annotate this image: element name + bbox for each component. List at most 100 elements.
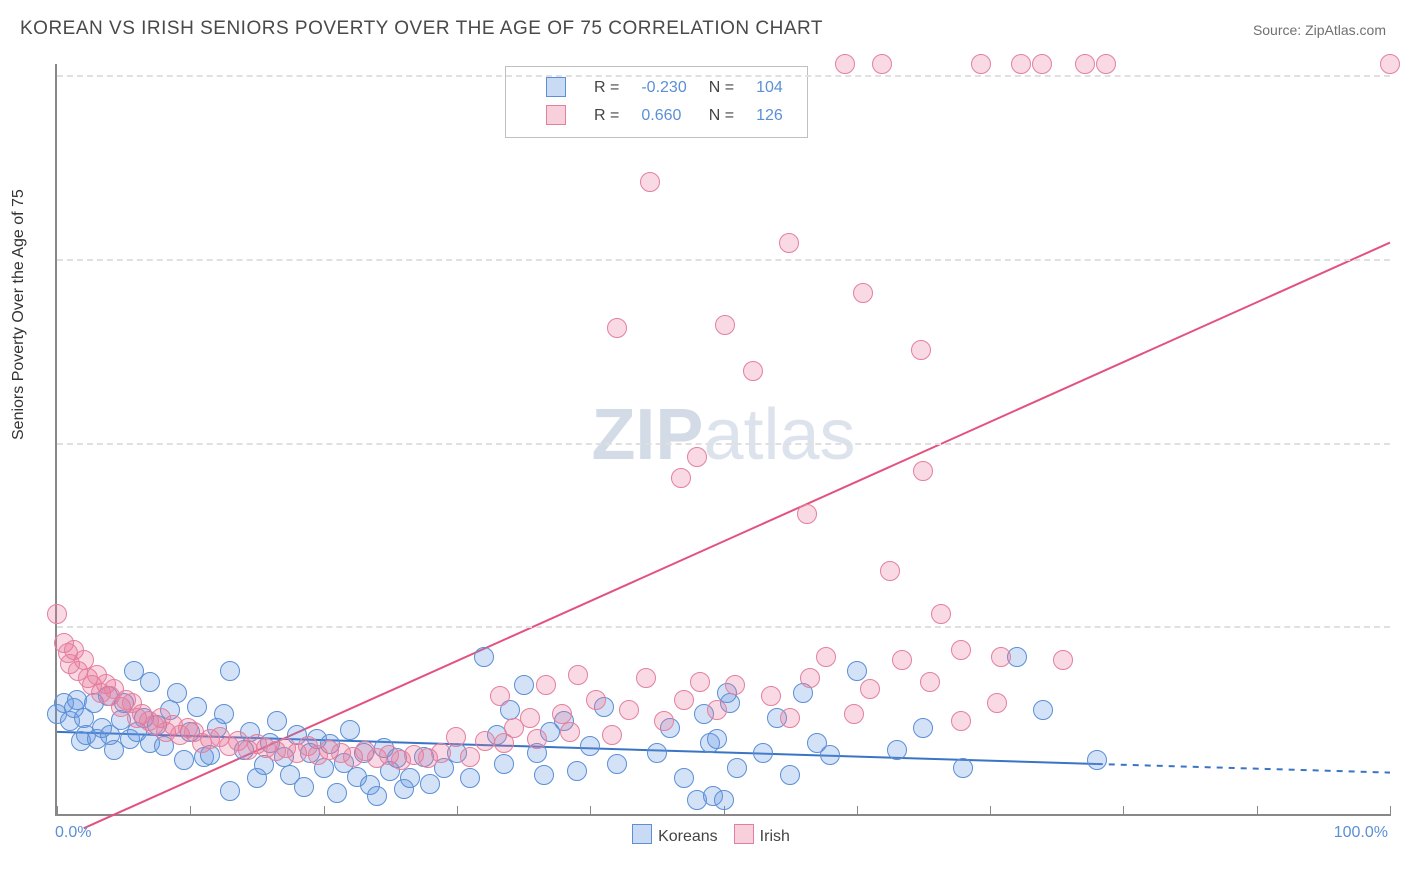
data-point-irish bbox=[860, 679, 880, 699]
data-point-koreans bbox=[214, 704, 234, 724]
data-point-irish bbox=[568, 665, 588, 685]
data-point-koreans bbox=[534, 765, 554, 785]
y-tick-label: 100.0% bbox=[1400, 66, 1406, 84]
bottom-legend: KoreansIrish bbox=[0, 824, 1406, 846]
stats-legend-box: R = -0.230 N = 104 R = 0.660 N = 126 bbox=[505, 66, 808, 138]
data-point-irish bbox=[619, 700, 639, 720]
data-point-irish bbox=[460, 747, 480, 767]
data-point-koreans bbox=[753, 743, 773, 763]
x-tick bbox=[1123, 806, 1124, 816]
data-point-irish bbox=[1032, 54, 1052, 74]
data-point-irish bbox=[1053, 650, 1073, 670]
x-tick bbox=[857, 806, 858, 816]
data-point-irish bbox=[1075, 54, 1095, 74]
data-point-irish bbox=[687, 447, 707, 467]
data-point-koreans bbox=[220, 781, 240, 801]
y-tick-label: 25.0% bbox=[1400, 617, 1406, 635]
data-point-koreans bbox=[847, 661, 867, 681]
data-point-irish bbox=[920, 672, 940, 692]
data-point-koreans bbox=[327, 783, 347, 803]
legend-swatch bbox=[734, 824, 754, 844]
data-point-koreans bbox=[953, 758, 973, 778]
gridline bbox=[57, 443, 1390, 445]
data-point-irish bbox=[47, 604, 67, 624]
data-point-koreans bbox=[167, 683, 187, 703]
data-point-irish bbox=[520, 708, 540, 728]
data-point-koreans bbox=[140, 672, 160, 692]
gridline bbox=[57, 75, 1390, 77]
stats-r-label: R = bbox=[584, 103, 629, 129]
data-point-koreans bbox=[514, 675, 534, 695]
gridline bbox=[57, 626, 1390, 628]
x-tick bbox=[457, 806, 458, 816]
data-point-irish bbox=[527, 729, 547, 749]
data-point-koreans bbox=[494, 754, 514, 774]
data-point-koreans bbox=[294, 777, 314, 797]
data-point-irish bbox=[1096, 54, 1116, 74]
data-point-koreans bbox=[580, 736, 600, 756]
y-axis-label: Seniors Poverty Over the Age of 75 bbox=[10, 189, 28, 440]
data-point-koreans bbox=[1087, 750, 1107, 770]
data-point-koreans bbox=[887, 740, 907, 760]
swatch-irish bbox=[546, 105, 566, 125]
y-tick-label: 75.0% bbox=[1400, 250, 1406, 268]
data-point-irish bbox=[586, 690, 606, 710]
data-point-koreans bbox=[647, 743, 667, 763]
data-point-irish bbox=[853, 283, 873, 303]
data-point-koreans bbox=[727, 758, 747, 778]
data-point-irish bbox=[844, 704, 864, 724]
legend-label: Koreans bbox=[658, 828, 718, 845]
stats-row-irish: R = 0.660 N = 126 bbox=[520, 103, 793, 129]
data-point-koreans bbox=[420, 774, 440, 794]
stats-r-label: R = bbox=[584, 75, 629, 101]
gridline bbox=[57, 259, 1390, 261]
data-point-irish bbox=[913, 461, 933, 481]
stats-r-irish: 0.660 bbox=[631, 103, 696, 129]
data-point-irish bbox=[602, 725, 622, 745]
data-point-irish bbox=[1011, 54, 1031, 74]
data-point-koreans bbox=[567, 761, 587, 781]
legend-swatch bbox=[632, 824, 652, 844]
data-point-irish bbox=[880, 561, 900, 581]
data-point-irish bbox=[1380, 54, 1400, 74]
y-tick-label: 50.0% bbox=[1400, 434, 1406, 452]
data-point-koreans bbox=[340, 720, 360, 740]
data-point-irish bbox=[835, 54, 855, 74]
data-point-koreans bbox=[400, 768, 420, 788]
stats-row-koreans: R = -0.230 N = 104 bbox=[520, 75, 793, 101]
data-point-irish bbox=[892, 650, 912, 670]
data-point-koreans bbox=[913, 718, 933, 738]
data-point-irish bbox=[743, 361, 763, 381]
data-point-irish bbox=[654, 711, 674, 731]
chart-title: KOREAN VS IRISH SENIORS POVERTY OVER THE… bbox=[20, 18, 823, 40]
data-point-irish bbox=[987, 693, 1007, 713]
x-tick bbox=[990, 806, 991, 816]
data-point-irish bbox=[761, 686, 781, 706]
regression-line-dash-koreans bbox=[1097, 764, 1390, 773]
data-point-irish bbox=[725, 675, 745, 695]
data-point-irish bbox=[560, 722, 580, 742]
data-point-irish bbox=[951, 711, 971, 731]
data-point-irish bbox=[911, 340, 931, 360]
data-point-irish bbox=[674, 690, 694, 710]
data-point-irish bbox=[797, 504, 817, 524]
data-point-irish bbox=[779, 233, 799, 253]
scatter-plot-area: ZIPatlas R = -0.230 N = 104 R = 0.660 N … bbox=[55, 64, 1390, 816]
x-tick bbox=[190, 806, 191, 816]
x-tick bbox=[57, 806, 58, 816]
data-point-irish bbox=[780, 708, 800, 728]
stats-n-koreans: 104 bbox=[746, 75, 793, 101]
data-point-koreans bbox=[780, 765, 800, 785]
data-point-koreans bbox=[1033, 700, 1053, 720]
data-point-irish bbox=[991, 647, 1011, 667]
data-point-irish bbox=[816, 647, 836, 667]
stats-n-label: N = bbox=[699, 75, 744, 101]
data-point-irish bbox=[971, 54, 991, 74]
data-point-irish bbox=[951, 640, 971, 660]
data-point-koreans bbox=[220, 661, 240, 681]
data-point-irish bbox=[607, 318, 627, 338]
data-point-irish bbox=[431, 743, 451, 763]
data-point-koreans bbox=[460, 768, 480, 788]
x-tick bbox=[590, 806, 591, 816]
data-point-koreans bbox=[474, 647, 494, 667]
